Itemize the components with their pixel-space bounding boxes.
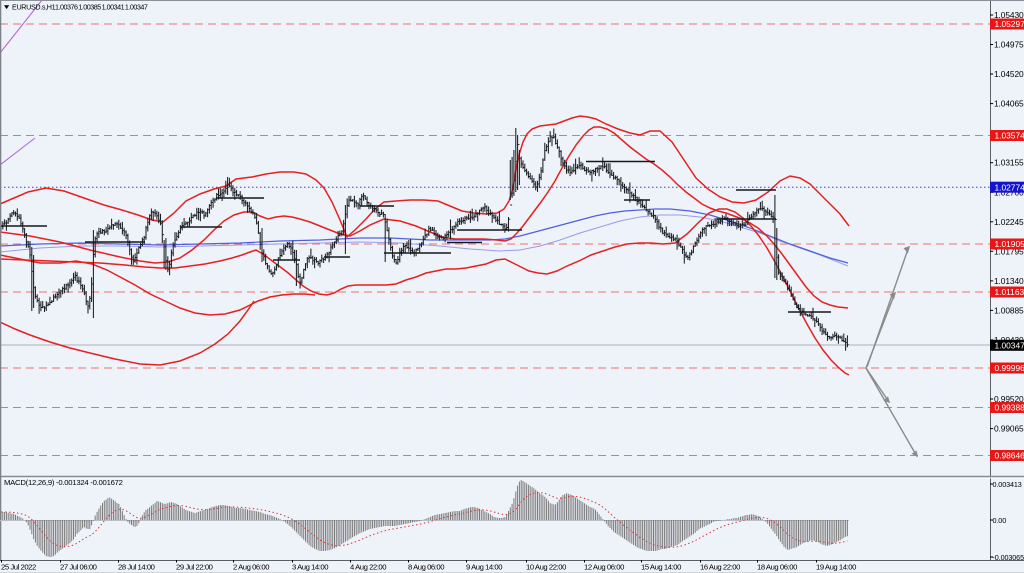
svg-text:1.01795: 1.01795 <box>994 246 1024 256</box>
svg-text:28 Jul 14:00: 28 Jul 14:00 <box>118 563 155 572</box>
svg-text:25 Jul 2022: 25 Jul 2022 <box>1 563 36 572</box>
svg-text:16 Aug 22:00: 16 Aug 22:00 <box>700 563 740 572</box>
svg-text:1.01163: 1.01163 <box>995 287 1024 297</box>
svg-text:1.04520: 1.04520 <box>994 69 1024 79</box>
svg-text:1.03574: 1.03574 <box>995 131 1024 141</box>
svg-text:1.04065: 1.04065 <box>994 99 1024 109</box>
svg-text:1.00376: 1.00376 <box>55 3 78 12</box>
svg-text:19 Aug 14:00: 19 Aug 14:00 <box>816 563 856 572</box>
svg-text:1.05297: 1.05297 <box>995 19 1024 29</box>
svg-text:EURUSD.s,H1: EURUSD.s,H1 <box>12 3 56 12</box>
svg-text:1.00347: 1.00347 <box>995 341 1024 351</box>
svg-text:1.02245: 1.02245 <box>994 217 1024 227</box>
svg-text:18 Aug 06:00: 18 Aug 06:00 <box>757 563 797 572</box>
svg-text:10 Aug 22:00: 10 Aug 22:00 <box>526 563 566 572</box>
svg-text:1.04975: 1.04975 <box>994 40 1024 50</box>
svg-text:8 Aug 06:00: 8 Aug 06:00 <box>408 563 444 572</box>
svg-text:0.99520: 0.99520 <box>994 394 1024 404</box>
svg-text:1.00885: 1.00885 <box>994 305 1024 315</box>
svg-text:27 Jul 06:00: 27 Jul 06:00 <box>60 563 97 572</box>
svg-text:29 Jul 22:00: 29 Jul 22:00 <box>176 563 213 572</box>
svg-text:4 Aug 22:00: 4 Aug 22:00 <box>350 563 386 572</box>
svg-text:1.00341: 1.00341 <box>102 3 125 12</box>
svg-text:0.99996: 0.99996 <box>995 363 1024 373</box>
svg-text:0.00: 0.00 <box>993 516 1007 525</box>
svg-text:1.02774: 1.02774 <box>995 182 1024 192</box>
svg-text:1.00385: 1.00385 <box>78 3 101 12</box>
svg-text:9 Aug 14:00: 9 Aug 14:00 <box>466 563 502 572</box>
svg-text:0.003413: 0.003413 <box>993 480 1022 489</box>
svg-text:12 Aug 06:00: 12 Aug 06:00 <box>584 563 624 572</box>
svg-text:1.01905: 1.01905 <box>995 239 1024 249</box>
svg-text:1.01340: 1.01340 <box>994 276 1024 286</box>
svg-text:0.98646: 0.98646 <box>995 451 1024 461</box>
svg-text:1.00347: 1.00347 <box>125 3 148 12</box>
svg-text:2 Aug 06:00: 2 Aug 06:00 <box>233 563 269 572</box>
svg-text:MACD(12,26,9) -0.001324 -0.001: MACD(12,26,9) -0.001324 -0.001672 <box>4 478 123 487</box>
svg-text:0.99065: 0.99065 <box>994 424 1024 434</box>
svg-text:3 Aug 14:00: 3 Aug 14:00 <box>292 563 328 572</box>
svg-text:15 Aug 14:00: 15 Aug 14:00 <box>641 563 681 572</box>
svg-text:0.99388: 0.99388 <box>995 403 1024 413</box>
svg-text:1.05430: 1.05430 <box>994 10 1024 20</box>
svg-text:1.03155: 1.03155 <box>994 158 1024 168</box>
svg-text:-0.003065: -0.003065 <box>993 553 1024 562</box>
